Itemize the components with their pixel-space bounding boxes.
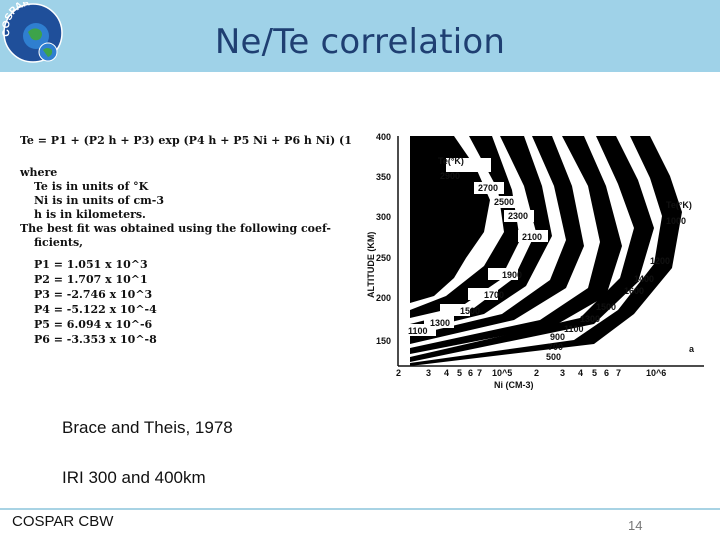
- where-line: Ni is in units of cm-3: [34, 194, 164, 207]
- x-axis-label: Ni (CM-3): [494, 380, 534, 390]
- coefficient: P3 = -2.746 x 10^3: [34, 288, 152, 301]
- x-tick: 2: [534, 368, 539, 378]
- contour-label: 2100: [522, 232, 542, 242]
- title-bar: COSPAR Ne/Te correlation: [0, 0, 720, 72]
- contour-label: 1400: [634, 274, 654, 284]
- contour-label: 1000: [666, 216, 686, 226]
- contour-label: 500: [546, 352, 561, 362]
- x-tick: 5: [592, 368, 597, 378]
- x-tick: 10^6: [646, 368, 666, 378]
- x-tick: 6: [604, 368, 609, 378]
- footer-label: COSPAR CBW: [12, 513, 114, 530]
- where-line: where: [19, 166, 57, 179]
- x-tick: 7: [616, 368, 621, 378]
- x-tick: 4: [444, 368, 449, 378]
- left-te-label: Te(°K): [438, 156, 464, 166]
- x-tick: 6: [468, 368, 473, 378]
- x-tick: 10^5: [492, 368, 512, 378]
- contour-label: 1300: [430, 318, 450, 328]
- footer-divider: [0, 508, 720, 510]
- slide-title: Ne/Te correlation: [214, 22, 506, 62]
- coefficient: P5 = 6.094 x 10^-6: [34, 318, 153, 331]
- contour-label: 700: [548, 342, 563, 352]
- contour-label: 2900: [440, 171, 460, 181]
- where-line: The best fit was obtained using the foll…: [20, 222, 331, 235]
- where-line: h is in kilometers.: [34, 208, 146, 221]
- x-tick: 4: [578, 368, 583, 378]
- x-tick: 3: [426, 368, 431, 378]
- citation-caption: Brace and Theis, 1978: [62, 418, 233, 437]
- y-tick: 300: [376, 212, 391, 222]
- page-number: 14: [628, 518, 643, 533]
- contour-label: 1500: [596, 302, 616, 312]
- y-axis-label: ALTITUDE (KM): [366, 232, 376, 298]
- contour-label: 1200: [650, 256, 670, 266]
- x-tick: 7: [477, 368, 482, 378]
- y-tick: 400: [376, 132, 391, 142]
- coefficient: P1 = 1.051 x 10^3: [34, 258, 148, 271]
- contour-label: 2700: [478, 183, 498, 193]
- contour-label: 1700: [484, 290, 504, 300]
- cospar-globe-logo: COSPAR: [2, 2, 63, 63]
- contour-label: 1100: [408, 326, 428, 336]
- x-tick: 2: [396, 368, 401, 378]
- right-te-label: Te(°K): [666, 200, 692, 210]
- coefficient: P2 = 1.707 x 10^1: [34, 273, 148, 286]
- scanned-figure: Te = P1 + (P2 h + P3) exp (P4 h + P5 Ni …: [19, 132, 704, 390]
- x-tick: 3: [560, 368, 565, 378]
- equation-block: Te = P1 + (P2 h + P3) exp (P4 h + P5 Ni …: [19, 134, 352, 346]
- contour-label: 900: [550, 332, 565, 342]
- coefficient: P4 = -5.122 x 10^-4: [34, 303, 157, 316]
- where-line: Te is in units of °K: [34, 180, 149, 193]
- contour-labels: Te(°K) 2900 2700 2500 2300 2100 1900 170…: [406, 156, 692, 362]
- y-tick: 250: [376, 253, 391, 263]
- iri-caption: IRI 300 and 400km: [62, 468, 206, 487]
- y-tick: 200: [376, 293, 391, 303]
- contour-label: 2300: [508, 211, 528, 221]
- y-tick: 350: [376, 172, 391, 182]
- contour-label: 1500: [460, 306, 480, 316]
- panel-label: a: [689, 344, 695, 354]
- contour-label: 1100: [564, 324, 584, 334]
- y-tick: 150: [376, 336, 391, 346]
- where-line: ficients,: [34, 236, 83, 249]
- contour-label: 1300: [580, 314, 600, 324]
- coefficient: P6 = -3.353 x 10^-8: [34, 333, 157, 346]
- contour-label: 1900: [502, 270, 522, 280]
- contour-label: 1600: [624, 286, 644, 296]
- te-contour-chart: ALTITUDE (KM) 400 350 300 250 200 150 2 …: [366, 132, 704, 390]
- x-tick: 5: [457, 368, 462, 378]
- equation-text: Te = P1 + (P2 h + P3) exp (P4 h + P5 Ni …: [20, 134, 352, 147]
- contour-label: 2500: [494, 197, 514, 207]
